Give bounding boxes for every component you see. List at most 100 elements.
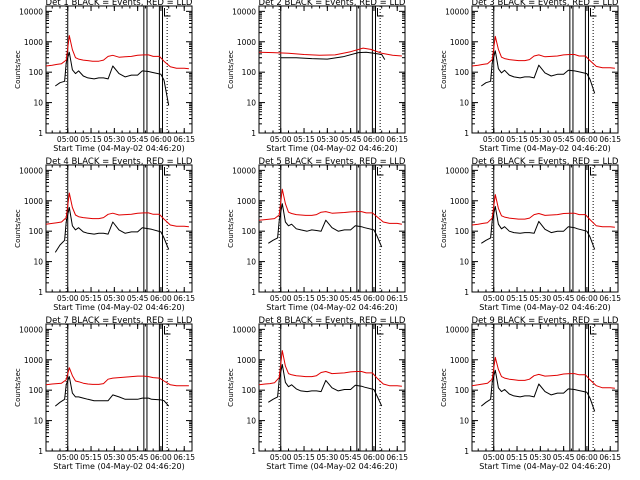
y-tick-label: 1000 <box>237 38 256 47</box>
x-tick-label: 06:00 <box>150 453 172 462</box>
y-tick-label: 1000 <box>237 197 256 206</box>
y-tick-label: 1 <box>38 447 43 456</box>
plot-frame <box>45 323 193 452</box>
y-tick-label: 1 <box>251 288 256 297</box>
chart-title: Det 2 BLACK = Events, RED = LLD <box>259 0 406 8</box>
x-axis-label: Start Time (04-May-02 04:46:20) <box>266 303 397 312</box>
x-tick-label: 06:15 <box>173 453 195 462</box>
series-line-events <box>268 203 383 248</box>
y-tick-label: 10 <box>33 417 43 426</box>
x-tick-label: 05:45 <box>340 135 362 144</box>
series-line-lld <box>258 350 402 387</box>
y-tick-label: 1 <box>464 129 469 138</box>
y-tick-label: 100 <box>455 227 470 236</box>
x-tick-label: 06:00 <box>150 135 172 144</box>
x-tick-label: 05:30 <box>530 294 552 303</box>
series-line-lld <box>45 367 189 387</box>
plot-frame <box>471 164 619 293</box>
x-tick-label: 05:15 <box>80 453 102 462</box>
series-line-events <box>280 51 386 60</box>
y-axis-label: Counts/sec <box>227 50 235 89</box>
y-tick-label: 10 <box>246 417 256 426</box>
chart-title: Det 6 BLACK = Events, RED = LLD <box>472 157 619 167</box>
x-tick-label: 05:00 <box>57 294 79 303</box>
chart-panel-2: Det 2 BLACK = Events, RED = LLD 1 10 100 100… <box>227 0 408 153</box>
x-tick-label: 05:45 <box>553 453 575 462</box>
x-tick-label: 05:00 <box>483 294 505 303</box>
y-tick-label: 10 <box>33 99 43 108</box>
x-tick-label: 05:45 <box>553 294 575 303</box>
y-tick-label: 1000 <box>237 356 256 365</box>
y-tick-label: 1 <box>464 447 469 456</box>
y-tick-label: 10000 <box>19 325 43 334</box>
y-tick-label: 10000 <box>232 325 256 334</box>
series-line-events <box>268 364 383 407</box>
y-tick-label: 100 <box>455 386 470 395</box>
y-tick-label: 100 <box>455 68 470 77</box>
y-tick-label: 10 <box>33 258 43 267</box>
y-tick-label: 100 <box>29 68 44 77</box>
chart-title: Det 3 BLACK = Events, RED = LLD <box>472 0 619 8</box>
x-tick-label: 06:00 <box>576 453 598 462</box>
y-tick-label: 1 <box>464 288 469 297</box>
x-tick-label: 05:30 <box>104 135 126 144</box>
y-axis-label: Counts/sec <box>440 209 448 248</box>
x-tick-label: 05:45 <box>127 294 149 303</box>
x-tick-label: 05:15 <box>80 294 102 303</box>
x-tick-label: 05:15 <box>506 135 528 144</box>
series-line-events <box>54 376 170 407</box>
chart-panel-7: Det 7 BLACK = Events, RED = LLD 1 10 100 100… <box>14 316 195 471</box>
x-tick-label: 05:00 <box>483 135 505 144</box>
x-tick-label: 06:15 <box>386 294 408 303</box>
series-line-lld <box>258 47 402 57</box>
interval-bracket <box>589 8 597 17</box>
y-tick-label: 100 <box>242 68 257 77</box>
plot-frame <box>258 164 406 293</box>
x-tick-label: 05:00 <box>57 135 79 144</box>
chart-panel-8: Det 8 BLACK = Events, RED = LLD 1 10 100 100… <box>227 316 408 471</box>
interval-bracket <box>163 8 171 17</box>
plot-frame <box>471 323 619 452</box>
plot-frame <box>258 323 406 452</box>
y-tick-label: 10 <box>246 258 256 267</box>
y-axis-label: Counts/sec <box>14 209 22 248</box>
y-axis-label: Counts/sec <box>14 50 22 89</box>
y-tick-label: 1 <box>38 129 43 138</box>
x-tick-label: 05:30 <box>104 294 126 303</box>
interval-bracket <box>163 167 171 176</box>
y-tick-label: 10000 <box>19 166 43 175</box>
x-tick-label: 06:00 <box>363 453 385 462</box>
x-axis-label: Start Time (04-May-02 04:46:20) <box>479 144 610 153</box>
chart-panel-1: Det 1 BLACK = Events, RED = LLD 1 10 100 100… <box>14 0 195 153</box>
y-tick-label: 10000 <box>19 7 43 16</box>
x-axis-label: Start Time (04-May-02 04:46:20) <box>53 144 184 153</box>
x-tick-label: 06:15 <box>599 294 621 303</box>
chart-title: Det 9 BLACK = Events, RED = LLD <box>472 316 619 326</box>
x-tick-label: 05:30 <box>317 294 339 303</box>
x-tick-label: 06:00 <box>576 294 598 303</box>
chart-panel-6: Det 6 BLACK = Events, RED = LLD 1 10 100 100… <box>440 157 621 312</box>
y-tick-label: 100 <box>242 227 257 236</box>
y-tick-label: 1000 <box>450 197 469 206</box>
interval-bracket <box>376 8 384 17</box>
chart-title: Det 1 BLACK = Events, RED = LLD <box>46 0 193 8</box>
chart-title: Det 5 BLACK = Events, RED = LLD <box>259 157 406 167</box>
y-tick-label: 1000 <box>450 38 469 47</box>
x-tick-label: 05:30 <box>530 135 552 144</box>
y-tick-label: 10000 <box>445 325 469 334</box>
interval-bracket <box>589 326 597 335</box>
x-tick-label: 05:15 <box>293 135 315 144</box>
chart-panel-5: Det 5 BLACK = Events, RED = LLD 1 10 100 100… <box>227 157 408 312</box>
x-tick-label: 05:45 <box>340 294 362 303</box>
x-tick-label: 05:15 <box>506 294 528 303</box>
x-tick-label: 06:00 <box>576 135 598 144</box>
x-tick-label: 05:30 <box>104 453 126 462</box>
y-tick-label: 1 <box>251 447 256 456</box>
x-tick-label: 05:30 <box>530 453 552 462</box>
y-axis-label: Counts/sec <box>440 50 448 89</box>
x-tick-label: 05:45 <box>340 453 362 462</box>
y-tick-label: 1000 <box>24 197 43 206</box>
chart-panel-4: Det 4 BLACK = Events, RED = LLD 1 10 100 100… <box>14 157 195 312</box>
interval-bracket <box>163 326 171 335</box>
x-tick-label: 06:15 <box>386 135 408 144</box>
